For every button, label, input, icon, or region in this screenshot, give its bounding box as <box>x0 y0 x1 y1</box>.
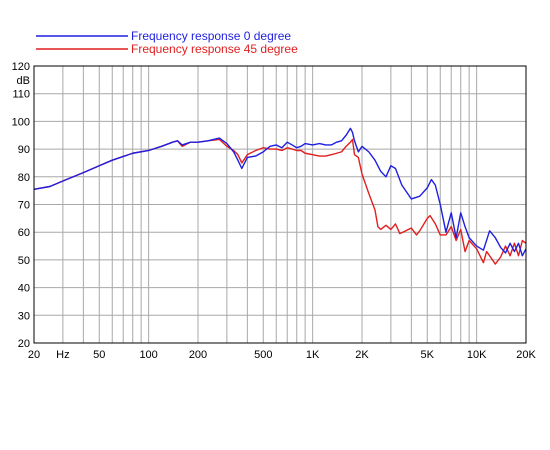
series-lines <box>33 127 527 265</box>
plot-border <box>33 65 527 344</box>
y-tick-label: 60 <box>18 227 30 239</box>
y-tick-label: 20 <box>18 338 30 350</box>
y-tick-label: 90 <box>18 144 30 156</box>
x-tick-label: 50 <box>93 349 105 361</box>
x-tick-label: 20K <box>516 349 536 361</box>
x-unit-label: Hz <box>56 349 69 361</box>
y-tick-label: 30 <box>18 310 30 322</box>
y-tick-label: 80 <box>18 172 30 184</box>
x-tick-label: 5K <box>421 349 435 361</box>
x-tick-label: 200 <box>189 349 207 361</box>
x-tick-label: 10K <box>467 349 487 361</box>
series-line <box>33 127 527 257</box>
legend-label: Frequency response 45 degree <box>131 42 298 56</box>
y-tick-label: 70 <box>18 200 30 212</box>
y-unit-label: dB <box>17 75 30 87</box>
y-tick-label: 110 <box>12 89 30 101</box>
x-tick-label: 500 <box>254 349 272 361</box>
x-tick-label: 20 <box>28 349 40 361</box>
x-tick-label: 1K <box>306 349 320 361</box>
grid-lines <box>33 65 527 344</box>
x-tick-label: 100 <box>139 349 157 361</box>
y-tick-label: 40 <box>18 283 30 295</box>
x-tick-label: 2K <box>355 349 369 361</box>
legend-label: Frequency response 0 degree <box>131 29 291 43</box>
y-tick-label: 100 <box>12 116 30 128</box>
axis-labels: 20 30 40 50 60 70 80 90 100 110 120 dB 20 50 100 200 500… <box>12 61 537 361</box>
series-line <box>33 138 527 265</box>
y-tick-label: 120 <box>12 61 30 73</box>
y-tick-label: 50 <box>18 255 30 267</box>
